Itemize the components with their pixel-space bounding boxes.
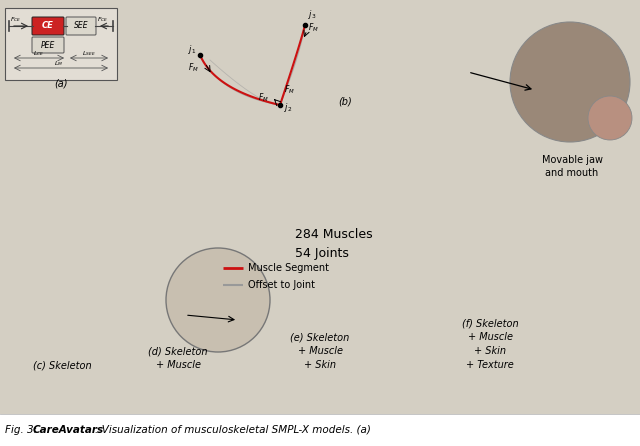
Text: $F_{CE}$: $F_{CE}$ bbox=[97, 15, 108, 24]
Text: Offset to Joint: Offset to Joint bbox=[248, 280, 315, 290]
Bar bbox=[0, 414, 640, 446]
Circle shape bbox=[510, 22, 630, 142]
Text: SEE: SEE bbox=[74, 21, 88, 30]
FancyBboxPatch shape bbox=[66, 17, 96, 35]
Text: 284 Muscles
54 Joints: 284 Muscles 54 Joints bbox=[295, 228, 372, 260]
Text: Fig. 3:: Fig. 3: bbox=[5, 425, 40, 435]
Text: Muscle Segment: Muscle Segment bbox=[248, 263, 329, 273]
Circle shape bbox=[588, 96, 632, 140]
Text: (e) Skeleton
+ Muscle
+ Skin: (e) Skeleton + Muscle + Skin bbox=[291, 332, 349, 370]
Text: $j_2$: $j_2$ bbox=[284, 101, 292, 114]
Text: $L_{CE}$: $L_{CE}$ bbox=[33, 49, 45, 58]
Text: (b): (b) bbox=[338, 97, 352, 107]
FancyBboxPatch shape bbox=[32, 17, 64, 35]
Text: Movable jaw
and mouth: Movable jaw and mouth bbox=[541, 155, 602, 178]
Text: $j_3$: $j_3$ bbox=[308, 8, 317, 21]
Text: $L_M$: $L_M$ bbox=[54, 59, 63, 68]
FancyBboxPatch shape bbox=[32, 37, 64, 53]
Text: $F_M$: $F_M$ bbox=[258, 91, 269, 103]
Text: $F_M$: $F_M$ bbox=[308, 21, 319, 33]
Text: : Visualization of musculoskeletal SMPL-X models. (a): : Visualization of musculoskeletal SMPL-… bbox=[95, 425, 371, 435]
Text: (c) Skeleton: (c) Skeleton bbox=[33, 360, 92, 370]
Text: CareAvatars: CareAvatars bbox=[33, 425, 104, 435]
Bar bbox=[5, 8, 117, 80]
Text: $F_{CE}$: $F_{CE}$ bbox=[10, 15, 21, 24]
Text: (a): (a) bbox=[54, 78, 68, 88]
Text: $L_{SEE}$: $L_{SEE}$ bbox=[82, 49, 96, 58]
Text: (d) Skeleton
+ Muscle: (d) Skeleton + Muscle bbox=[148, 346, 208, 370]
Circle shape bbox=[166, 248, 270, 352]
Text: PEE: PEE bbox=[41, 41, 55, 50]
Text: CE: CE bbox=[42, 21, 54, 30]
Text: $F_M$: $F_M$ bbox=[284, 84, 295, 96]
Text: (f) Skeleton
+ Muscle
+ Skin
+ Texture: (f) Skeleton + Muscle + Skin + Texture bbox=[461, 318, 518, 370]
Text: $F_M$: $F_M$ bbox=[188, 61, 199, 74]
Text: $j_1$: $j_1$ bbox=[188, 43, 196, 56]
